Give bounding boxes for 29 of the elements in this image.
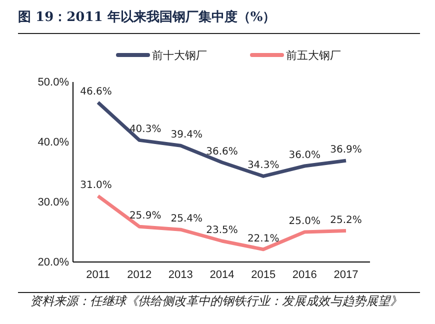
data-label: 39.4%	[170, 130, 203, 141]
legend-label: 前五大钢厂	[286, 49, 341, 62]
data-label: 23.5%	[206, 225, 238, 236]
data-label: 34.3%	[247, 160, 280, 172]
x-tick-label: 2014	[210, 268, 234, 281]
x-tick-label: 2012	[127, 268, 152, 281]
data-label: 25.0%	[288, 216, 321, 227]
data-label: 25.9%	[129, 210, 162, 222]
x-tick-label: 2017	[334, 268, 358, 281]
legend-label: 前十大钢厂	[152, 49, 207, 62]
y-tick-label: 50.0%	[38, 76, 70, 89]
data-label: 40.3%	[129, 124, 162, 136]
x-tick-label: 2013	[168, 268, 193, 281]
text: 资料来源：任继球《供给侧改革中的钢铁行业：发展成效与趋势展望》	[30, 294, 403, 309]
y-tick-label: 30.0%	[38, 196, 70, 209]
data-label: 31.0%	[80, 180, 112, 191]
data-label: 36.0%	[288, 150, 321, 161]
data-label: 25.4%	[170, 214, 203, 225]
x-tick-label: 2011	[86, 268, 110, 281]
data-label: 36.6%	[206, 146, 238, 158]
chart-title: 图 19：2011 年以来我国钢厂集中度（%）	[18, 8, 276, 26]
y-tick-label: 20.0%	[38, 256, 70, 269]
y-tick-label: 40.0%	[38, 136, 70, 149]
data-label: 36.9%	[330, 144, 362, 156]
data-label: 46.6%	[80, 86, 112, 98]
data-label: 25.2%	[330, 214, 362, 226]
x-tick-label: 2016	[292, 268, 317, 281]
data-label: 22.1%	[247, 233, 280, 244]
x-tick-label: 2015	[251, 268, 276, 281]
